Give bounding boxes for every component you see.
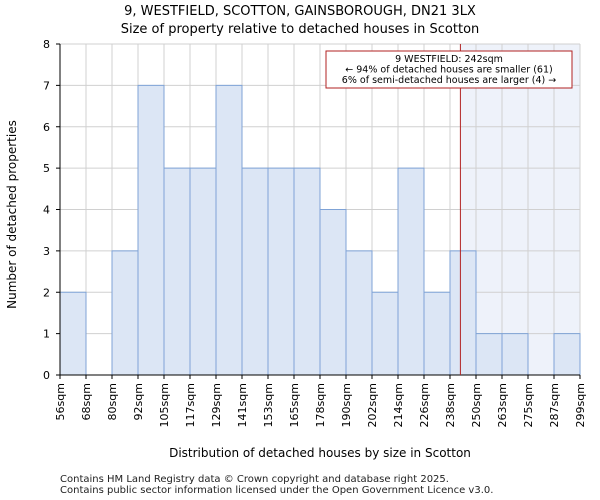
- y-tick-label: 7: [43, 79, 50, 92]
- y-tick-label: 2: [43, 286, 50, 299]
- bar: [423, 291, 451, 376]
- bar: [501, 333, 529, 376]
- x-tick-label: 178sqm: [314, 383, 327, 427]
- bar: [475, 333, 503, 376]
- x-tick-label: 226sqm: [418, 383, 431, 427]
- x-tick-label: 202sqm: [366, 383, 379, 427]
- x-tick-label: 80sqm: [106, 383, 119, 420]
- footer-line-1: Contains HM Land Registry data © Crown c…: [60, 474, 449, 485]
- x-tick-label: 68sqm: [80, 383, 93, 420]
- annotation-line-2: ← 94% of detached houses are smaller (61…: [345, 65, 552, 76]
- x-tick-label: 117sqm: [184, 383, 197, 427]
- x-tick-label: 238sqm: [444, 383, 457, 427]
- bar: [553, 333, 581, 376]
- bar: [449, 250, 477, 376]
- bar: [59, 291, 87, 376]
- bar: [215, 84, 243, 376]
- bar: [319, 209, 347, 376]
- x-axis-label: Distribution of detached houses by size …: [169, 446, 471, 460]
- bar: [137, 84, 165, 376]
- bar: [111, 250, 139, 376]
- x-tick-label: 263sqm: [496, 383, 509, 427]
- x-tick-label: 129sqm: [210, 383, 223, 427]
- x-tick-label: 287sqm: [548, 383, 561, 427]
- annotation-box: [325, 50, 573, 89]
- y-axis-label: Number of detached properties: [5, 120, 19, 309]
- y-tick-label: 4: [43, 204, 50, 217]
- bar: [189, 167, 217, 376]
- y-tick-label: 5: [43, 162, 50, 175]
- bar: [241, 167, 269, 376]
- chart-title: 9, WESTFIELD, SCOTTON, GAINSBOROUGH, DN2…: [124, 4, 476, 19]
- x-tick-label: 153sqm: [262, 383, 275, 427]
- x-tick-label: 56sqm: [54, 383, 67, 420]
- bar: [267, 167, 295, 376]
- chart-subtitle: Size of property relative to detached ho…: [120, 22, 480, 37]
- x-tick-label: 299sqm: [574, 383, 587, 427]
- x-tick-label: 250sqm: [470, 383, 483, 427]
- bar: [345, 250, 373, 376]
- bar: [397, 167, 425, 376]
- x-tick-label: 165sqm: [288, 383, 301, 427]
- footer-line-2: Contains public sector information licen…: [60, 485, 494, 496]
- bar: [371, 291, 399, 376]
- x-tick-label: 214sqm: [392, 383, 405, 427]
- y-tick-label: 8: [43, 38, 50, 51]
- y-tick-label: 1: [43, 328, 50, 341]
- y-tick-label: 6: [43, 121, 50, 134]
- annotation-line-3: 6% of semi-detached houses are larger (4…: [342, 75, 556, 86]
- y-tick-label: 0: [43, 369, 50, 382]
- x-tick-label: 275sqm: [522, 383, 535, 427]
- x-tick-label: 105sqm: [158, 383, 171, 427]
- bar: [163, 167, 191, 376]
- y-tick-label: 3: [43, 245, 50, 258]
- x-tick-label: 141sqm: [236, 383, 249, 427]
- annotation-line-1: 9 WESTFIELD: 242sqm: [395, 54, 503, 65]
- bar: [293, 167, 321, 376]
- x-tick-label: 92sqm: [132, 383, 145, 420]
- x-tick-label: 190sqm: [340, 383, 353, 427]
